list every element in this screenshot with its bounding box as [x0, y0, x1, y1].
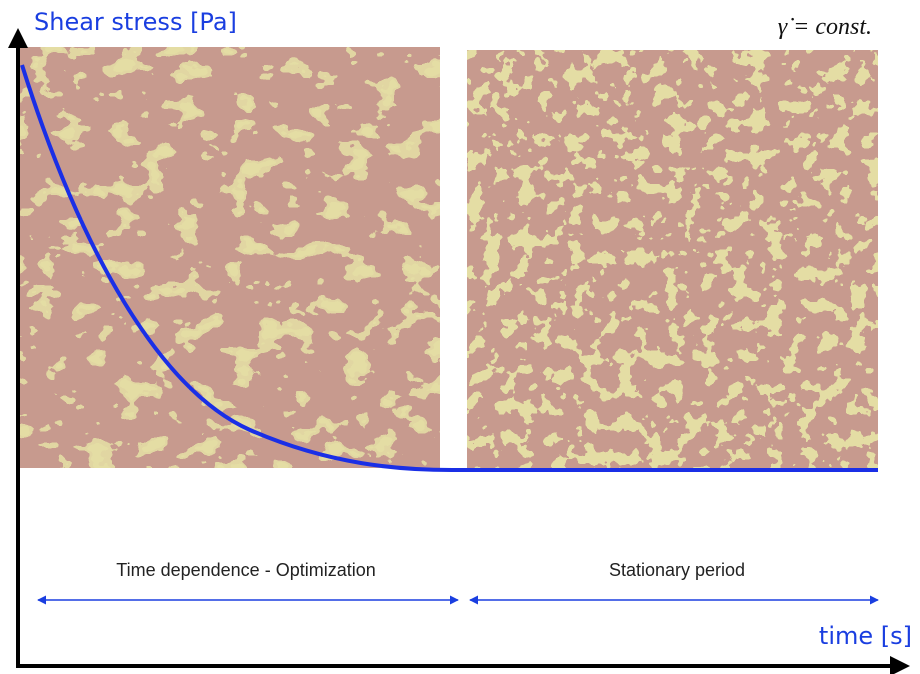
micrograph-right-texture	[467, 50, 878, 468]
phase-label: Time dependence - Optimization	[116, 560, 375, 580]
x-axis-label: time [s]	[819, 622, 912, 650]
condition: γ̇ = const.	[778, 14, 872, 40]
y-axis-label: Shear stress [Pa]	[34, 8, 237, 36]
diagram: Shear stress [Pa] time [s] γ̇ = const. T…	[0, 0, 920, 674]
phase-label: Stationary period	[609, 560, 745, 580]
micrograph-left-texture	[18, 47, 440, 468]
